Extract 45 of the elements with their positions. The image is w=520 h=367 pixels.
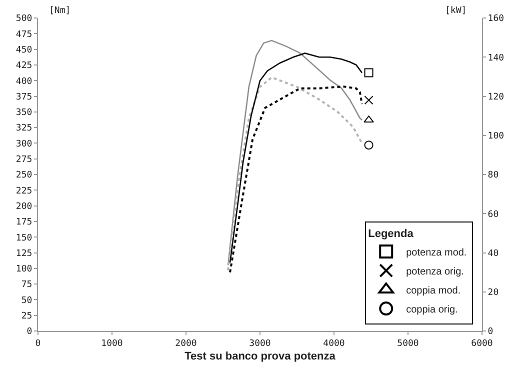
y-tick-label: 0 <box>26 327 32 338</box>
x-tick-label: 2000 <box>175 338 197 349</box>
y2-tick-label: 100 <box>488 132 504 142</box>
y-tick-label: 150 <box>16 233 32 244</box>
legend-title: Legenda <box>368 228 414 240</box>
x-tick-label: 1000 <box>101 338 123 349</box>
legend-label: coppia orig. <box>406 304 458 316</box>
legend-label: coppia mod. <box>406 285 461 296</box>
y-tick-label: 175 <box>16 218 32 228</box>
y-tick-label: 250 <box>16 170 32 181</box>
y-tick-label: 75 <box>21 280 32 290</box>
x-tick-label: 6000 <box>471 338 493 349</box>
y-axis-title: [Nm] <box>49 6 71 16</box>
y-tick-label: 200 <box>16 202 32 212</box>
text: Test su banco prova potenza <box>184 350 336 363</box>
y-tick-label: 50 <box>21 296 32 306</box>
y-tick-label: 275 <box>16 155 32 165</box>
y2-tick-label: 20 <box>488 288 499 298</box>
y-tick-label: 375 <box>16 92 32 102</box>
y-tick-label: 300 <box>16 139 32 150</box>
y-tick-label: 125 <box>16 248 32 259</box>
y2-tick-label: 40 <box>488 248 499 259</box>
y-tick-label: 450 <box>16 45 32 56</box>
x-tick-label: 4000 <box>323 338 345 349</box>
y-tick-label: 500 <box>16 14 32 24</box>
y-tick-label: 400 <box>16 76 32 87</box>
y-tick-label: 475 <box>16 30 32 40</box>
y-tick-label: 350 <box>16 108 32 118</box>
y-tick-label: 225 <box>16 186 32 196</box>
y2-tick-label: 0 <box>488 327 494 338</box>
y-tick-label: 25 <box>21 312 32 322</box>
y-tick-label: 325 <box>16 124 32 134</box>
legend-label: potenza orig. <box>406 266 464 278</box>
x-tick-label: 5000 <box>397 338 419 349</box>
y-tick-label: 425 <box>16 61 32 72</box>
legend-label: potenza mod. <box>406 247 467 258</box>
x-tick-label: 3000 <box>249 338 271 349</box>
y2-tick-label: 60 <box>488 210 499 220</box>
y2-tick-label: 160 <box>488 14 504 24</box>
y2-tick-label: 120 <box>488 92 504 102</box>
y-tick-label: 100 <box>16 264 32 275</box>
y2-tick-label: 80 <box>488 170 499 181</box>
y2-tick-label: 140 <box>488 53 504 64</box>
y2-axis-title: [kW] <box>445 6 467 16</box>
x-tick-label: 0 <box>35 338 41 349</box>
